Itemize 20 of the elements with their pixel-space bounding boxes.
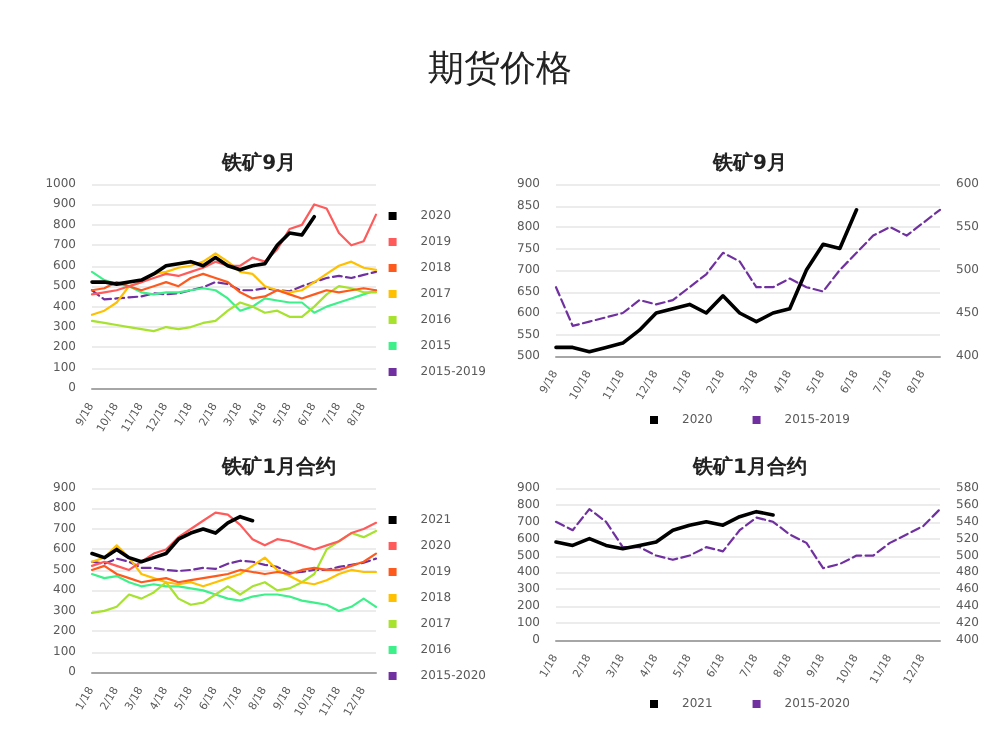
chart-title: 铁矿1月合约 — [691, 455, 807, 479]
line-series — [90, 572, 378, 612]
chart-title: 铁矿9月 — [220, 151, 297, 175]
line-series — [554, 509, 775, 551]
line-series — [554, 208, 942, 327]
text: 期货价格 — [426, 46, 574, 92]
line-series — [554, 208, 859, 354]
line-series — [90, 544, 378, 588]
chart-title: 铁矿1月合约 — [220, 455, 337, 479]
line-series — [90, 514, 255, 564]
line-series — [90, 285, 378, 333]
line-series — [90, 214, 317, 286]
chart-title: 铁矿9月 — [711, 151, 787, 175]
line-series — [90, 552, 378, 584]
line-series — [90, 511, 378, 572]
line-series — [554, 508, 942, 570]
line-series — [90, 529, 378, 615]
line-series — [90, 557, 378, 575]
line-series — [90, 203, 378, 296]
line-series — [90, 252, 378, 316]
